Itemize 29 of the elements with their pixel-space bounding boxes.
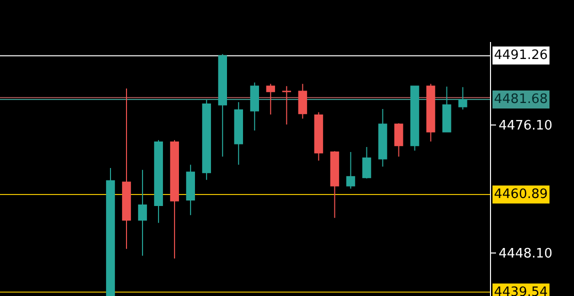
candlestick [442,86,452,132]
candlestick [266,83,276,116]
candlestick [122,88,131,250]
candlestick [362,146,372,180]
candlestick [314,112,324,162]
y-tick-label: 4476.10 [498,118,552,134]
candlestick [106,167,115,296]
candlestick [154,140,163,224]
candlestick [138,169,147,256]
candlestick [410,85,420,152]
y-tick-label: 4448.10 [498,246,552,262]
candlestick [426,83,436,142]
candlestick [378,108,388,168]
candlestick [330,150,340,218]
candlestick [218,54,227,158]
candlestick [346,151,356,190]
candlestick [170,140,179,260]
ref-line-label: 4460.89 [494,187,548,202]
ref-line-label: 4481.68 [494,92,548,107]
ref-line-label: 4439.54 [494,285,548,296]
candlestick [282,86,292,126]
candlestick [234,102,244,166]
candlestick [394,122,404,158]
candlestick [186,164,195,216]
candlestick [202,99,211,180]
ref-line-label: 4491.26 [494,48,548,63]
candlestick [250,82,260,132]
candlestick [458,86,468,110]
candlestick [298,83,308,120]
